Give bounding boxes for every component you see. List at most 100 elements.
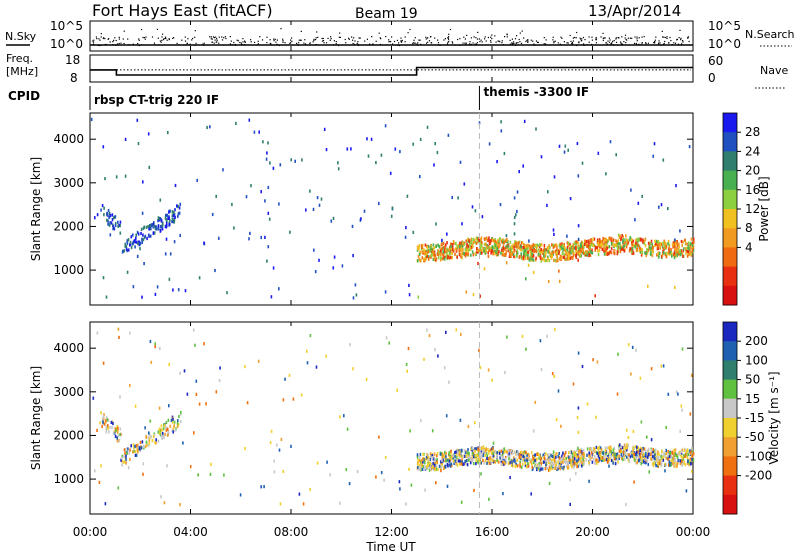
range-cell [453, 248, 455, 252]
range-cell [306, 349, 308, 353]
range-cell [566, 241, 569, 245]
range-cell [378, 435, 380, 439]
search-noise-point [223, 37, 225, 39]
range-cell [172, 288, 174, 292]
range-cell [488, 236, 490, 240]
range-cell [659, 459, 662, 464]
search-noise-point [358, 37, 360, 39]
range-cell [485, 242, 487, 246]
range-cell [195, 392, 198, 396]
range-cell [474, 447, 476, 451]
range-cell [459, 454, 461, 458]
range-cell [596, 246, 598, 250]
range-cell [487, 254, 490, 258]
range-cell [485, 452, 488, 456]
search-noise-point [161, 39, 163, 41]
range-cell [574, 453, 577, 457]
range-cell [465, 239, 468, 243]
range-cell [509, 452, 512, 456]
range-cell [655, 239, 658, 243]
search-noise-point [494, 35, 496, 37]
range-cell [477, 458, 479, 462]
range-cell [518, 456, 521, 460]
range-cell [459, 241, 461, 245]
range-cell [417, 458, 419, 462]
range-cell [682, 254, 684, 258]
range-cell [645, 452, 647, 456]
range-cell [475, 455, 478, 459]
search-noise-point [176, 42, 178, 44]
range-cell [539, 249, 541, 253]
range-cell [437, 256, 440, 260]
range-cell [671, 451, 674, 456]
range-cell [510, 253, 513, 257]
range-cell [499, 203, 502, 207]
range-cell [577, 446, 579, 450]
range-cell [654, 448, 657, 452]
range-cell [509, 250, 512, 254]
range-cell [430, 454, 432, 458]
search-noise-point [165, 36, 167, 38]
range-cell [562, 460, 564, 464]
range-cell [659, 245, 661, 250]
range-cell [597, 447, 600, 451]
range-cell [583, 245, 585, 249]
range-cell [450, 255, 453, 259]
range-cell [462, 462, 464, 466]
range-cell [426, 254, 428, 258]
range-cell [643, 240, 646, 244]
search-noise-point [122, 38, 124, 40]
range-cell [515, 253, 518, 258]
range-cell [488, 449, 490, 454]
range-cell [612, 453, 614, 457]
range-cell [542, 251, 544, 255]
range-cell [398, 480, 401, 484]
range-cell [580, 450, 583, 454]
range-cell [454, 242, 457, 246]
range-cell [517, 241, 520, 245]
search-noise-point [391, 36, 393, 38]
range-cell [116, 430, 119, 434]
range-cell [484, 453, 487, 458]
range-cell [651, 462, 654, 466]
range-cell [482, 453, 485, 458]
range-cell [676, 244, 679, 248]
range-cell [503, 253, 505, 257]
range-cell [594, 455, 596, 459]
range-cell [527, 256, 529, 260]
range-cell [459, 418, 462, 422]
range-cell [461, 244, 464, 248]
range-cell [150, 360, 153, 364]
range-cell [417, 254, 420, 259]
search-noise-point [221, 36, 223, 38]
range-cell [432, 257, 435, 261]
range-cell [631, 451, 633, 455]
range-cell [617, 457, 619, 461]
range-cell [441, 460, 444, 464]
range-cell [471, 452, 474, 456]
range-cell [173, 213, 176, 217]
range-cell [665, 251, 667, 255]
search-noise-point [609, 39, 611, 41]
search-noise-point [242, 38, 244, 40]
range-cell [498, 449, 501, 454]
search-noise-point [535, 40, 538, 42]
range-cell [426, 453, 428, 457]
range-cell [439, 249, 442, 253]
range-cell [619, 245, 621, 250]
range-cell [524, 248, 527, 252]
range-cell [617, 239, 620, 243]
range-cell [563, 454, 566, 458]
search-noise-point [304, 43, 307, 45]
range-cell [467, 237, 469, 241]
freq-tick-top: 18 [65, 53, 80, 67]
range-cell [526, 244, 528, 248]
search-noise-point [289, 42, 291, 44]
range-cell [480, 248, 482, 253]
range-cell [518, 240, 521, 244]
search-noise-point [339, 36, 341, 38]
range-cell [579, 450, 582, 454]
range-cell [501, 238, 503, 242]
search-noise-point [397, 44, 399, 46]
range-cell [619, 234, 621, 238]
